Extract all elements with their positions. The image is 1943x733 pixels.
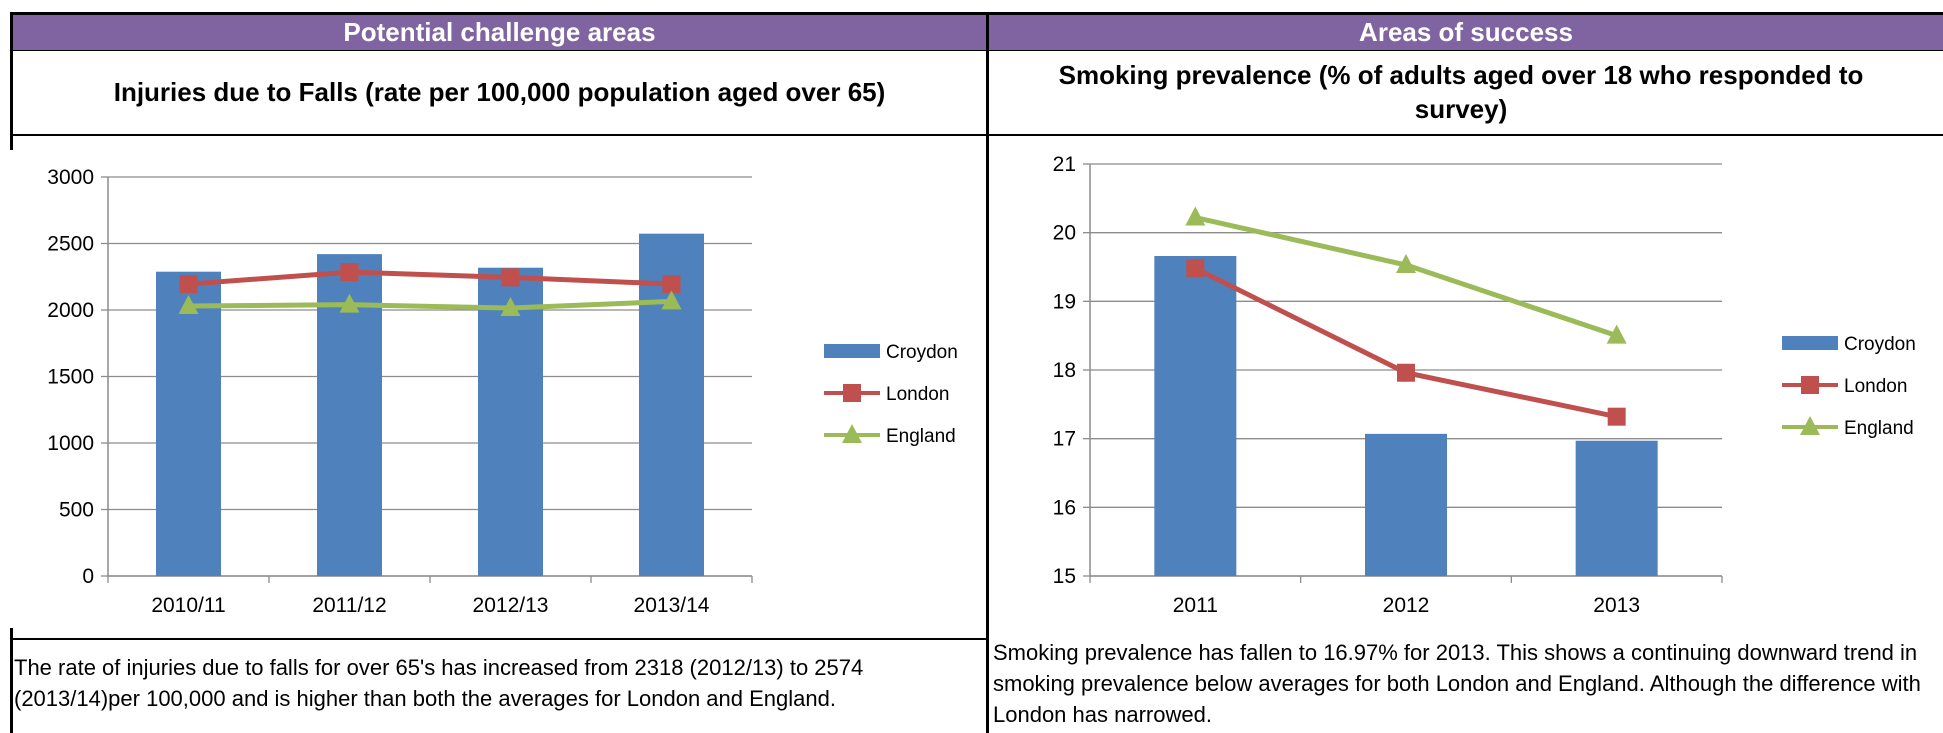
legend-marker-london xyxy=(1801,376,1819,394)
bar-croydon xyxy=(1365,433,1447,576)
point-england xyxy=(1185,206,1206,226)
point-london xyxy=(501,268,520,287)
left-panel-header: Potential challenge areas xyxy=(12,12,987,50)
point-london xyxy=(340,263,359,282)
y-tick-label: 500 xyxy=(59,499,94,522)
y-tick-label: 1500 xyxy=(47,366,94,389)
right-chart-title: Smoking prevalence (% of adults aged ove… xyxy=(989,50,1943,136)
series-line-london xyxy=(188,269,672,287)
point-london xyxy=(1397,363,1415,382)
y-tick-label: 17 xyxy=(1053,428,1076,451)
legend-label-england: England xyxy=(886,426,956,447)
series-line-london xyxy=(1194,266,1618,420)
left-chart-title: Injuries due to Falls (rate per 100,000 … xyxy=(12,50,987,136)
x-tick-label: 2012/13 xyxy=(473,594,549,617)
point-london xyxy=(1186,259,1205,278)
y-tick-label: 18 xyxy=(1053,359,1076,382)
y-tick-label: 19 xyxy=(1053,290,1076,313)
point-england xyxy=(339,293,360,313)
y-tick-label: 1000 xyxy=(47,432,94,455)
point-england xyxy=(500,297,521,317)
x-tick-label: 2011 xyxy=(1173,594,1218,617)
bar-croydon xyxy=(478,267,543,576)
series-line-england xyxy=(1194,215,1618,339)
y-tick-label: 0 xyxy=(82,565,94,588)
falls-chart: 0 500 1000 1500 2000 2500 3000 2010/11 2011/12 20… xyxy=(47,166,958,617)
y-tick-label: 3000 xyxy=(47,166,94,189)
legend-label-croydon: Croydon xyxy=(1844,334,1916,355)
left-commentary: The rate of injuries due to falls for ov… xyxy=(14,655,864,712)
legend-label-london: London xyxy=(886,384,949,405)
legend-marker-england xyxy=(1800,416,1820,435)
point-london xyxy=(1607,407,1626,426)
left-border-lower xyxy=(10,628,13,733)
x-tick-label: 2013/14 xyxy=(634,594,710,617)
y-tick-label: 2000 xyxy=(47,299,94,322)
y-tick-label: 15 xyxy=(1053,565,1076,588)
bar-croydon xyxy=(1154,256,1237,576)
legend-label-england: England xyxy=(1844,418,1914,439)
series-line-england xyxy=(188,298,672,311)
point-london xyxy=(662,275,681,294)
left-border xyxy=(10,12,13,150)
x-tick-label: 2012 xyxy=(1383,594,1430,617)
legend-marker-england xyxy=(842,424,862,443)
x-tick-label: 2013 xyxy=(1593,594,1640,617)
legend-marker-london xyxy=(843,384,861,402)
right-panel-header: Areas of success xyxy=(989,12,1943,50)
smoking-chart: 15 16 17 18 19 20 21 2011 2012 2013 Croydon London E… xyxy=(1053,153,1916,617)
y-tick-label: 2500 xyxy=(47,233,94,256)
point-london xyxy=(179,275,198,294)
point-england xyxy=(661,290,682,310)
y-tick-label: 21 xyxy=(1053,153,1076,176)
x-tick-label: 2010/11 xyxy=(151,594,225,617)
legend-label-croydon: Croydon xyxy=(886,342,958,363)
legend-swatch-croydon xyxy=(824,344,880,358)
x-tick-label: 2011/12 xyxy=(312,594,386,617)
y-tick-label: 20 xyxy=(1053,222,1076,245)
y-tick-label: 16 xyxy=(1053,496,1076,519)
point-england xyxy=(178,295,199,315)
legend-swatch-croydon xyxy=(1782,336,1838,350)
right-commentary: Smoking prevalence has fallen to 16.97% … xyxy=(993,640,1921,728)
panel-divider xyxy=(986,12,989,733)
bar-croydon xyxy=(1575,440,1658,576)
bar-croydon xyxy=(156,271,221,576)
point-england xyxy=(1606,324,1627,344)
commentary-top-border xyxy=(12,638,987,640)
point-england xyxy=(1396,253,1416,273)
legend-label-london: London xyxy=(1844,376,1907,397)
